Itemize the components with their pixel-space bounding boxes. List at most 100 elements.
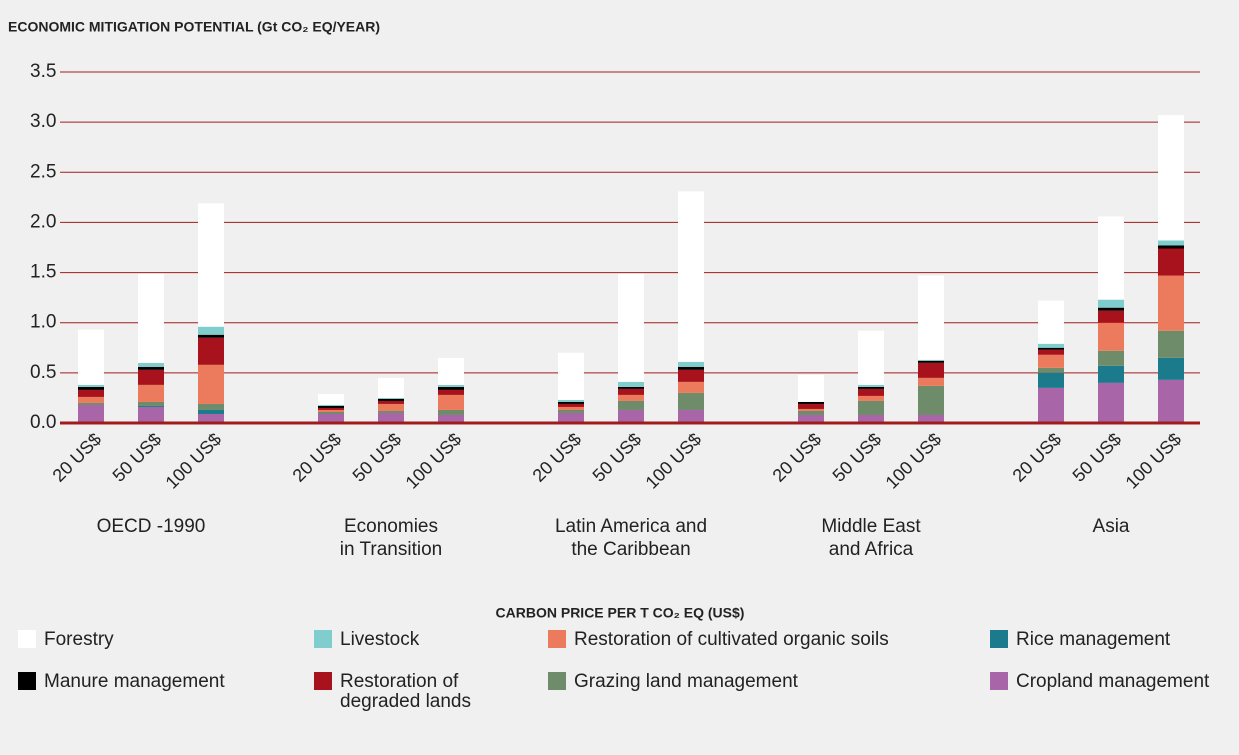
legend-swatch [18, 630, 36, 648]
bar-segment [378, 410, 404, 413]
bar-segment [438, 386, 464, 390]
x-tick-label: 100 US$ [162, 429, 226, 493]
x-tick-label: 50 US$ [589, 429, 646, 486]
bar-segment [1098, 350, 1124, 366]
bar-segment [558, 352, 584, 400]
bar-segment [1158, 330, 1184, 358]
bar-segment [1098, 216, 1124, 300]
bar-segment [798, 403, 824, 409]
bar-segment [798, 401, 824, 404]
legend-label: Restoration of degraded lands [340, 671, 471, 712]
bar-segment [558, 406, 584, 410]
bar-segment [78, 404, 104, 423]
bar-segment [198, 334, 224, 338]
bar-segment [918, 385, 944, 415]
legend-label: Rice management [1016, 629, 1171, 650]
group-label: and Africa [829, 539, 914, 560]
bar-segment [798, 408, 824, 411]
bar-segment [678, 392, 704, 410]
bar-segment [798, 414, 824, 423]
bar-segment [438, 394, 464, 410]
legend-swatch [548, 630, 566, 648]
bar-segment [1158, 115, 1184, 241]
bar-segment [1158, 248, 1184, 276]
y-tick-label: 3.5 [30, 61, 56, 82]
legend-item: Rice management [990, 630, 1230, 650]
legend-swatch [314, 672, 332, 690]
bar-segment [618, 386, 644, 389]
bar-segment [678, 369, 704, 382]
y-tick-label: 0.5 [30, 362, 56, 383]
bar-segment [858, 384, 884, 387]
bar-segment [618, 388, 644, 395]
chart-title: ECONOMIC MITIGATION POTENTIAL (Gt CO₂ EQ… [8, 19, 380, 35]
bar-segment [378, 398, 404, 401]
bar-segment [1098, 382, 1124, 423]
bar-segment [1158, 275, 1184, 331]
bar-segment [378, 403, 404, 411]
x-tick-label: 20 US$ [1009, 429, 1066, 486]
bar-segment [1098, 310, 1124, 323]
bar-segment [858, 330, 884, 385]
legend-item: Restoration of cultivated organic soils [548, 630, 990, 650]
x-axis-title: CARBON PRICE PER T CO₂ EQ (US$) [496, 605, 745, 621]
y-tick-label: 1.5 [30, 262, 56, 283]
bar-segment [78, 384, 104, 387]
bar-segment [858, 414, 884, 423]
legend-swatch [990, 672, 1008, 690]
bar-segment [678, 381, 704, 393]
bar-segment [138, 366, 164, 370]
bar-segment [678, 366, 704, 370]
bar-segment [918, 362, 944, 378]
legend-label: Livestock [340, 629, 420, 650]
bar-segment [798, 374, 824, 402]
x-tick-label: 100 US$ [642, 429, 706, 493]
bar-segment [558, 412, 584, 423]
y-tick-label: 2.0 [30, 211, 56, 232]
bar-segment [1038, 347, 1064, 350]
bar-segment [558, 401, 584, 404]
bar-segment [558, 409, 584, 413]
x-tick-label: 20 US$ [769, 429, 826, 486]
bar-segment [918, 360, 944, 363]
bar-segment [318, 405, 344, 408]
bar-segment [78, 402, 104, 405]
bar-segment [1158, 357, 1184, 380]
bar-segment [318, 409, 344, 412]
bar-segment [198, 326, 224, 335]
legend-label: Restoration of cultivated organic soils [574, 629, 889, 650]
bar-segment [78, 386, 104, 390]
bar-segment [318, 413, 344, 423]
bar-segment [198, 409, 224, 414]
bar-segment [858, 388, 884, 396]
bar-segment [558, 403, 584, 407]
bar-segment [378, 397, 404, 399]
bar-segment [1038, 343, 1064, 348]
bar-segment [138, 384, 164, 402]
legend-item: Cropland management [990, 672, 1230, 712]
x-tick-label: 100 US$ [882, 429, 946, 493]
bar-segment [318, 393, 344, 405]
x-tick-label: 100 US$ [402, 429, 466, 493]
bar-segment [1098, 365, 1124, 383]
bar-segment [1038, 300, 1064, 344]
legend: Cropland management Rice management Grazin… [18, 630, 1239, 712]
x-tick-label: 20 US$ [289, 429, 346, 486]
bar-segment [78, 389, 104, 397]
bar-segment [138, 406, 164, 423]
legend-item: Grazing land management [548, 672, 990, 712]
x-tick-label: 100 US$ [1122, 429, 1186, 493]
bar-segment [318, 407, 344, 410]
bar-segment [618, 409, 644, 423]
bar-segment [678, 361, 704, 367]
bar-segment [378, 377, 404, 398]
chart: ECONOMIC MITIGATION POTENTIAL (Gt CO₂ EQ… [8, 19, 1200, 621]
bar-segment [318, 411, 344, 414]
bar-segment [918, 275, 944, 360]
bar-segment [1038, 372, 1064, 388]
y-tick-label: 1.0 [30, 312, 56, 333]
x-tick-label: 50 US$ [349, 429, 406, 486]
legend-swatch [990, 630, 1008, 648]
bar-segment [198, 364, 224, 404]
